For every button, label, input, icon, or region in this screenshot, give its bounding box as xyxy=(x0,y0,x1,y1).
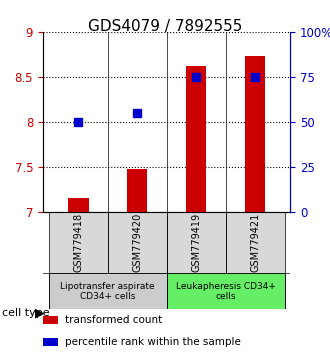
Text: percentile rank within the sample: percentile rank within the sample xyxy=(65,337,241,347)
Text: GDS4079 / 7892555: GDS4079 / 7892555 xyxy=(88,19,242,34)
Text: Lipotransfer aspirate
CD34+ cells: Lipotransfer aspirate CD34+ cells xyxy=(60,282,155,301)
Bar xyxy=(43,338,58,346)
Text: GSM779418: GSM779418 xyxy=(73,213,83,272)
Bar xyxy=(43,315,58,324)
Text: cell type: cell type xyxy=(2,308,49,318)
Text: GSM779421: GSM779421 xyxy=(250,213,260,272)
Text: GSM779420: GSM779420 xyxy=(132,213,142,272)
Text: ▶: ▶ xyxy=(35,307,44,320)
FancyBboxPatch shape xyxy=(167,212,284,273)
FancyBboxPatch shape xyxy=(49,273,167,309)
Text: GSM779419: GSM779419 xyxy=(191,213,201,272)
FancyBboxPatch shape xyxy=(49,212,167,273)
FancyBboxPatch shape xyxy=(167,273,284,309)
Bar xyxy=(186,66,207,212)
Text: transformed count: transformed count xyxy=(65,315,162,325)
Bar xyxy=(245,56,265,212)
Bar xyxy=(127,170,148,212)
Bar xyxy=(68,198,88,212)
Text: Leukapheresis CD34+
cells: Leukapheresis CD34+ cells xyxy=(176,282,276,301)
